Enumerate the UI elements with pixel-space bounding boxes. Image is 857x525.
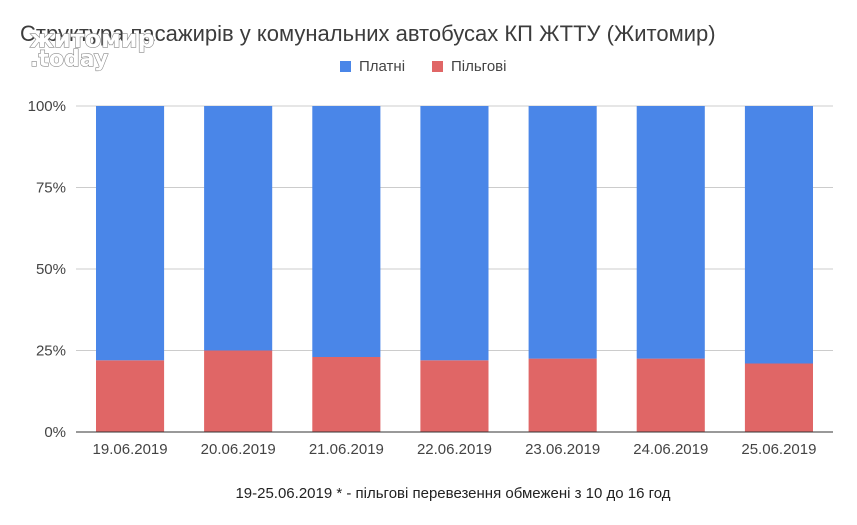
bar-segment xyxy=(744,106,813,364)
y-tick-label: 75% xyxy=(36,180,66,197)
bar-segment xyxy=(96,106,165,361)
bar-segment xyxy=(312,106,381,357)
bar-segment xyxy=(528,106,597,359)
bar-segment xyxy=(528,358,597,432)
bar-segment xyxy=(96,360,165,432)
chart-footnote: 19-25.06.2019 * - пільгові перевезення о… xyxy=(235,485,670,502)
legend: Платні Пільгові xyxy=(340,58,506,75)
legend-swatch xyxy=(432,61,443,72)
watermark-line2: .today xyxy=(30,47,108,72)
x-tick-label: 24.06.2019 xyxy=(633,441,708,458)
x-tick-label: 25.06.2019 xyxy=(741,441,816,458)
legend-label: Платні xyxy=(359,58,405,75)
bar-segment xyxy=(420,360,489,432)
y-tick-label: 50% xyxy=(36,261,66,278)
x-tick-label: 19.06.2019 xyxy=(93,441,168,458)
y-tick-label: 100% xyxy=(28,98,66,115)
bar-segment xyxy=(636,358,705,432)
x-tick-label: 20.06.2019 xyxy=(201,441,276,458)
bar-segment xyxy=(204,350,273,432)
x-tick-label: 21.06.2019 xyxy=(309,441,384,458)
x-tick-label: 23.06.2019 xyxy=(525,441,600,458)
bar-segment xyxy=(636,106,705,359)
bars xyxy=(96,106,813,432)
y-tick-label: 25% xyxy=(36,343,66,360)
y-axis: 0% 25% 50% 75% 100% xyxy=(28,98,66,441)
legend-swatch xyxy=(340,61,351,72)
x-axis: 19.06.2019 20.06.2019 21.06.2019 22.06.2019… xyxy=(76,431,833,458)
bar-segment xyxy=(420,106,489,361)
bar-segment xyxy=(744,363,813,432)
legend-label: Пільгові xyxy=(451,58,506,75)
x-tick-label: 22.06.2019 xyxy=(417,441,492,458)
watermark-line1: житомир xyxy=(30,25,155,53)
bar-segment xyxy=(312,357,381,432)
y-tick-label: 0% xyxy=(44,424,66,441)
watermark: житомир .today xyxy=(29,24,155,72)
chart-title: Структура пасажирів у комунальних автобу… xyxy=(20,21,716,46)
bar-segment xyxy=(204,106,273,351)
